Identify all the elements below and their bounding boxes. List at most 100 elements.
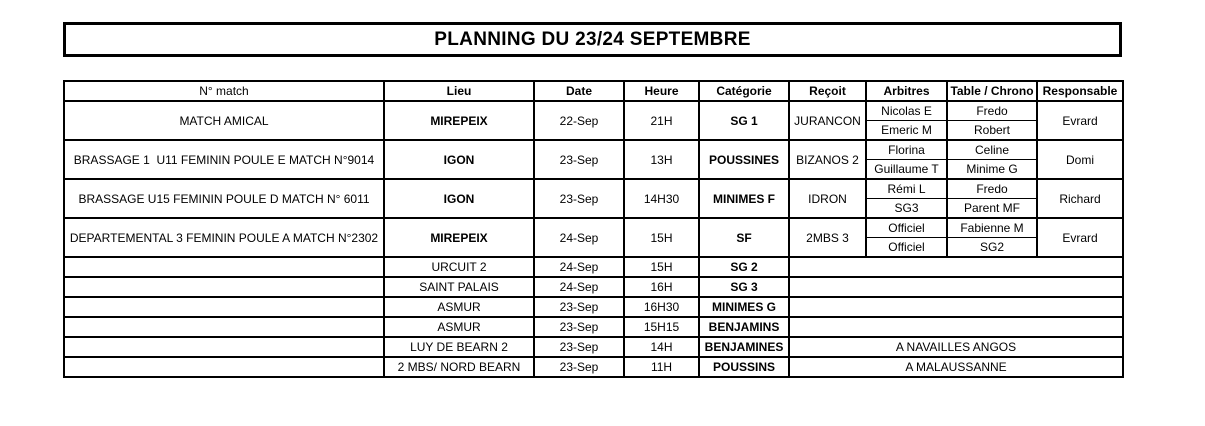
cell-match — [63, 316, 385, 338]
cell-heure: 16H — [623, 276, 700, 298]
cell-table-chrono-2: Robert — [946, 120, 1038, 141]
cell-categorie: POUSSINS — [698, 356, 790, 378]
cell-lieu: 2 MBS/ NORD BEARN — [383, 356, 535, 378]
header-row: N° match Lieu Date Heure Catégorie Reçoi… — [63, 80, 1124, 102]
cell-note — [788, 296, 1124, 318]
simple-row: LUY DE BEARN 2 23-Sep 14H BENJAMINES A N… — [63, 336, 1124, 358]
cell-heure: 11H — [623, 356, 700, 378]
cell-recoit: IDRON — [788, 178, 867, 219]
cell-date: 23-Sep — [533, 296, 625, 318]
cell-lieu: LUY DE BEARN 2 — [383, 336, 535, 358]
cell-match — [63, 296, 385, 318]
header-responsable: Responsable — [1036, 80, 1124, 102]
cell-match — [63, 356, 385, 378]
cell-match: MATCH AMICAL — [63, 100, 385, 141]
cell-recoit: 2MBS 3 — [788, 217, 867, 258]
cell-date: 22-Sep — [533, 100, 625, 141]
cell-heure: 15H — [623, 256, 700, 278]
cell-lieu: ASMUR — [383, 296, 535, 318]
cell-match — [63, 276, 385, 298]
match-row: MATCH AMICAL MIREPEIX 22-Sep 21H SG 1 JU… — [63, 100, 1124, 141]
cell-lieu: MIREPEIX — [383, 100, 535, 141]
cell-match: DEPARTEMENTAL 3 FEMININ POULE A MATCH N°… — [63, 217, 385, 258]
cell-categorie: MINIMES G — [698, 296, 790, 318]
simple-row: URCUIT 2 24-Sep 15H SG 2 — [63, 256, 1124, 278]
header-match: N° match — [63, 80, 385, 102]
simple-row: 2 MBS/ NORD BEARN 23-Sep 11H POUSSINS A … — [63, 356, 1124, 378]
cell-arbitre-2: SG3 — [865, 198, 948, 219]
cell-lieu: IGON — [383, 178, 535, 219]
cell-table-chrono-1: Fredo — [946, 100, 1038, 121]
cell-responsable: Domi — [1036, 139, 1124, 180]
header-date: Date — [533, 80, 625, 102]
cell-match: BRASSAGE U15 FEMININ POULE D MATCH N° 60… — [63, 178, 385, 219]
cell-date: 23-Sep — [533, 336, 625, 358]
header-categorie: Catégorie — [698, 80, 790, 102]
page-title: PLANNING DU 23/24 SEPTEMBRE — [63, 22, 1122, 57]
cell-arbitre-1: Nicolas E — [865, 100, 948, 121]
cell-match — [63, 256, 385, 278]
cell-categorie: SF — [698, 217, 790, 258]
match-row-sub: SG3 Parent MF — [64, 198, 1123, 219]
match-row: BRASSAGE 1 U11 FEMININ POULE E MATCH N°9… — [63, 139, 1124, 180]
simple-row: ASMUR 23-Sep 15H15 BENJAMINS — [63, 316, 1124, 338]
match-row: BRASSAGE U15 FEMININ POULE D MATCH N° 60… — [63, 178, 1124, 219]
cell-match: BRASSAGE 1 U11 FEMININ POULE E MATCH N°9… — [63, 139, 385, 180]
cell-arbitre-1: Officiel — [865, 217, 948, 238]
cell-categorie: SG 1 — [698, 100, 790, 141]
cell-arbitre-2: Emeric M — [865, 120, 948, 141]
cell-heure: 13H — [623, 139, 700, 180]
match-row: DEPARTEMENTAL 3 FEMININ POULE A MATCH N°… — [63, 217, 1124, 258]
cell-categorie: SG 3 — [698, 276, 790, 298]
cell-responsable: Evrard — [1036, 100, 1124, 141]
cell-date: 23-Sep — [533, 316, 625, 338]
cell-lieu: ASMUR — [383, 316, 535, 338]
cell-arbitre-2: Guillaume T — [865, 159, 948, 180]
cell-categorie: BENJAMINS — [698, 316, 790, 338]
cell-date: 23-Sep — [533, 139, 625, 180]
cell-categorie: POUSSINES — [698, 139, 790, 180]
cell-note — [788, 276, 1124, 298]
cell-arbitre-2: Officiel — [865, 237, 948, 258]
cell-note — [788, 256, 1124, 278]
cell-date: 24-Sep — [533, 276, 625, 298]
cell-recoit: BIZANOS 2 — [788, 139, 867, 180]
cell-recoit: JURANCON — [788, 100, 867, 141]
cell-date: 24-Sep — [533, 217, 625, 258]
cell-responsable: Richard — [1036, 178, 1124, 219]
cell-heure: 21H — [623, 100, 700, 141]
header-table-chrono: Table / Chrono — [946, 80, 1038, 102]
cell-lieu: URCUIT 2 — [383, 256, 535, 278]
cell-lieu: IGON — [383, 139, 535, 180]
cell-note: A NAVAILLES ANGOS — [788, 336, 1124, 358]
planning-table: N° match Lieu Date Heure Catégorie Reçoi… — [63, 80, 1124, 378]
header-recoit: Reçoit — [788, 80, 867, 102]
cell-categorie: MINIMES F — [698, 178, 790, 219]
header-lieu: Lieu — [383, 80, 535, 102]
cell-categorie: BENJAMINES — [698, 336, 790, 358]
cell-match — [63, 336, 385, 358]
header-arbitres: Arbitres — [865, 80, 948, 102]
cell-arbitre-1: Florina — [865, 139, 948, 160]
cell-table-chrono-1: Celine — [946, 139, 1038, 160]
cell-note — [788, 316, 1124, 338]
cell-date: 23-Sep — [533, 178, 625, 219]
cell-table-chrono-2: SG2 — [946, 237, 1038, 258]
cell-lieu: SAINT PALAIS — [383, 276, 535, 298]
cell-heure: 16H30 — [623, 296, 700, 318]
cell-heure: 14H — [623, 336, 700, 358]
cell-heure: 14H30 — [623, 178, 700, 219]
cell-table-chrono-2: Minime G — [946, 159, 1038, 180]
cell-date: 23-Sep — [533, 356, 625, 378]
cell-responsable: Evrard — [1036, 217, 1124, 258]
header-heure: Heure — [623, 80, 700, 102]
cell-table-chrono-1: Fredo — [946, 178, 1038, 199]
cell-heure: 15H — [623, 217, 700, 258]
cell-lieu: MIREPEIX — [383, 217, 535, 258]
cell-heure: 15H15 — [623, 316, 700, 338]
cell-categorie: SG 2 — [698, 256, 790, 278]
cell-date: 24-Sep — [533, 256, 625, 278]
cell-note: A MALAUSSANNE — [788, 356, 1124, 378]
simple-row: ASMUR 23-Sep 16H30 MINIMES G — [63, 296, 1124, 318]
